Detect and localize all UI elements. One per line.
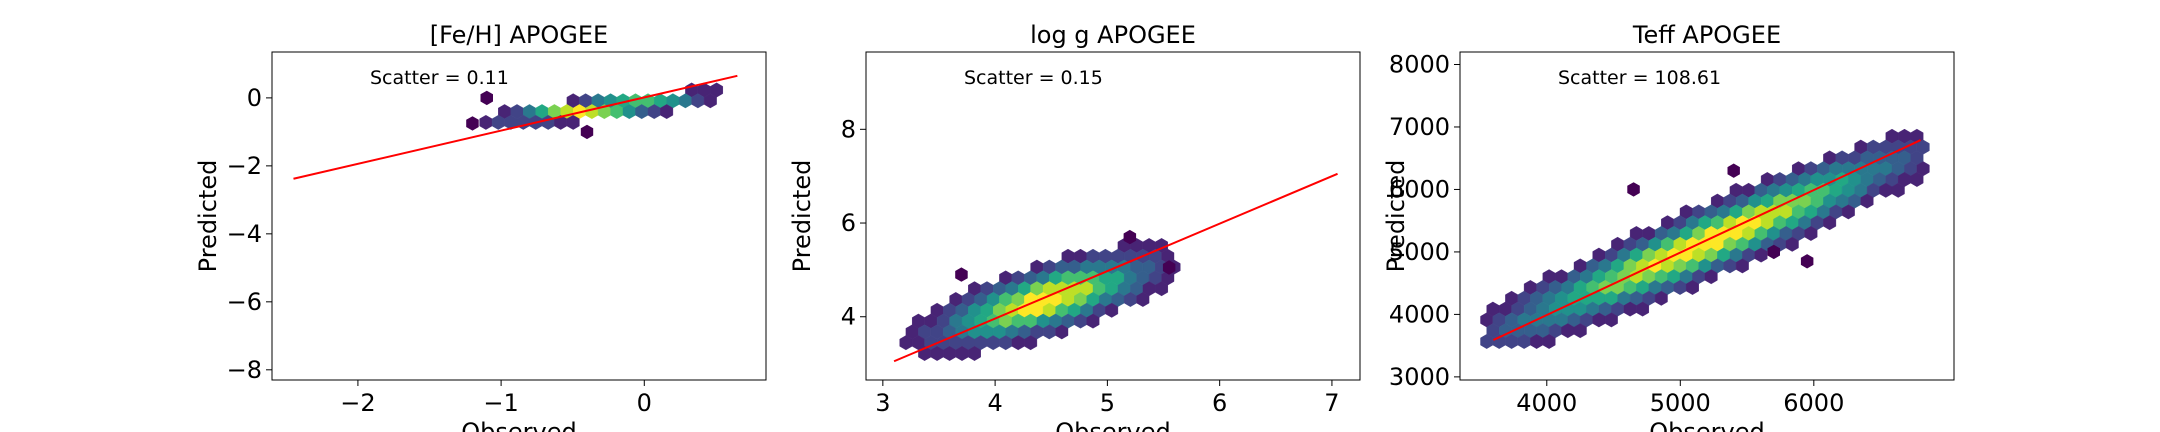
x-tick-label: 6000 bbox=[1783, 389, 1844, 417]
hexbin-cell bbox=[1735, 258, 1749, 274]
panel-feh: −2 −1 0 0 −2 −4 −6 −8 [Fe/H] APOGEE Observed Predi… bbox=[194, 21, 767, 432]
y-tick-label: 7000 bbox=[1389, 113, 1450, 141]
plot-frame bbox=[271, 51, 767, 381]
hexbin-cell bbox=[1086, 313, 1100, 329]
hexbin-cell bbox=[1841, 204, 1855, 220]
hexbin-cell bbox=[1891, 182, 1905, 198]
panel-logg: 3 4 5 6 7 4 6 8 log g APOGEE Observed Predicted Sca… bbox=[788, 21, 1361, 432]
hexbin-cell bbox=[1754, 247, 1768, 263]
y-tick-label: 8 bbox=[841, 115, 856, 143]
x-tick-label: 4000 bbox=[1516, 389, 1577, 417]
x-tick-label: 7 bbox=[1324, 389, 1339, 417]
y-tick-label: 3000 bbox=[1389, 363, 1450, 391]
hexbin-outlier bbox=[1627, 182, 1640, 197]
hexbin-outlier bbox=[466, 116, 479, 131]
hexbin-cell bbox=[1910, 172, 1924, 187]
hexbin-cell bbox=[1136, 292, 1150, 307]
y-axis-label: Predicted bbox=[1382, 160, 1410, 273]
hexbin-outlier bbox=[1767, 244, 1780, 260]
x-tick-label: 0 bbox=[637, 389, 652, 417]
hexbin-outlier bbox=[1123, 229, 1137, 245]
y-tick-label: −2 bbox=[227, 152, 262, 180]
hexbin-outlier bbox=[480, 90, 493, 106]
y-tick-label: 5000 bbox=[1389, 238, 1450, 266]
chart-title: [Fe/H] APOGEE bbox=[430, 21, 608, 49]
y-tick-label: 0 bbox=[247, 84, 262, 112]
hexbin-cell bbox=[1654, 290, 1668, 306]
y-tick-label: −6 bbox=[227, 288, 262, 316]
hexbin-outlier bbox=[955, 267, 968, 282]
x-axis-label: Observed bbox=[1649, 418, 1764, 432]
scatter-annotation: Scatter = 0.15 bbox=[964, 67, 1103, 89]
hexbin-cell bbox=[1605, 312, 1618, 328]
x-tick-label: 5000 bbox=[1650, 389, 1711, 417]
hexbin-cell bbox=[703, 93, 717, 109]
y-tick-label: 6000 bbox=[1389, 175, 1450, 203]
x-tick-label: 4 bbox=[987, 389, 1002, 417]
y-tick-label: 4000 bbox=[1389, 300, 1450, 328]
hexbin-cells bbox=[466, 82, 723, 140]
plot-frame bbox=[865, 51, 1361, 381]
hexbin-cells bbox=[899, 229, 1181, 361]
scatter-annotation: Scatter = 0.11 bbox=[370, 67, 509, 89]
hexbin-cell bbox=[1704, 269, 1718, 285]
chart-title: Teff APOGEE bbox=[1632, 21, 1781, 49]
hexbin-cell bbox=[566, 114, 580, 130]
hexbin-cell bbox=[1024, 335, 1038, 351]
hexbin-cell bbox=[1785, 236, 1799, 252]
hexbin-cell bbox=[1573, 323, 1587, 339]
x-tick-label: 5 bbox=[1100, 389, 1115, 417]
hexbin-cell bbox=[1055, 324, 1069, 340]
hexbin-cell bbox=[479, 114, 493, 130]
hexbin-cell bbox=[1823, 215, 1837, 231]
hexbin-outlier bbox=[1162, 260, 1176, 275]
fit-line bbox=[1492, 139, 1922, 341]
hexbin-cell bbox=[660, 104, 674, 120]
x-tick-label: −1 bbox=[483, 389, 518, 417]
y-axis-label: Predicted bbox=[788, 160, 816, 273]
hexbin-cell bbox=[1686, 280, 1699, 295]
y-tick-label: 6 bbox=[841, 209, 856, 237]
x-tick-label: 3 bbox=[875, 389, 890, 417]
hexbin-cell bbox=[1155, 281, 1168, 297]
plot-frame bbox=[1459, 51, 1955, 381]
x-axis-label: Observed bbox=[1055, 418, 1170, 432]
hexbin-cell bbox=[1542, 334, 1556, 349]
x-tick-label: −2 bbox=[340, 389, 375, 417]
hexbin-cell bbox=[968, 346, 981, 361]
hexbin-outlier bbox=[1800, 254, 1814, 269]
x-tick-label: 6 bbox=[1212, 389, 1227, 417]
y-tick-label: −4 bbox=[227, 220, 262, 248]
chart-title: log g APOGEE bbox=[1030, 21, 1196, 49]
hexbin-outlier bbox=[1727, 163, 1740, 178]
hexbin-cell bbox=[1860, 193, 1874, 209]
scatter-annotation: Scatter = 108.61 bbox=[1558, 67, 1721, 89]
y-tick-label: 8000 bbox=[1389, 50, 1450, 78]
x-axis-label: Observed bbox=[461, 418, 576, 432]
y-tick-label: −8 bbox=[227, 356, 262, 384]
fit-line bbox=[293, 74, 738, 180]
hexbin-outlier bbox=[580, 124, 594, 140]
hexbin-cell bbox=[1804, 226, 1818, 241]
hexbin-cell bbox=[1636, 301, 1649, 317]
panel-teff: 4000 5000 6000 3000 4000 5000 6000 7000 8000 Teff… bbox=[1382, 21, 1955, 432]
y-axis-label: Predicted bbox=[194, 160, 222, 273]
hexbin-cells bbox=[1480, 128, 1930, 349]
hexbin-cell bbox=[1105, 302, 1119, 318]
y-tick-label: 4 bbox=[841, 303, 856, 331]
fit-line bbox=[893, 172, 1338, 363]
